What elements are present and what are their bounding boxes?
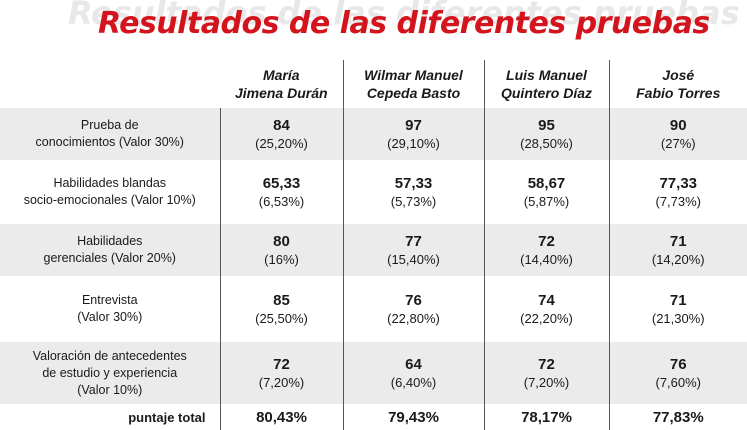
row-label: Entrevista (Valor 30%) [77, 293, 143, 324]
row-label: Habilidades blandas socio-emocionales (Va… [23, 176, 196, 207]
row-label: Prueba de conocimientos (Valor 30%) [0, 108, 220, 160]
total-cell: 78,17% [483, 404, 609, 430]
candidate-header: Luis Manuel Quintero Díaz [484, 60, 610, 108]
header-empty-cell [0, 60, 220, 108]
score-cell: 76 (7,60%) [608, 342, 747, 404]
score-cell: 72 (7,20%) [483, 342, 609, 404]
page-title: Resultados de las diferentes pruebas [98, 6, 710, 41]
total-cell: 77,83% [608, 404, 747, 430]
score-cell: 77,33 (7,73%) [608, 160, 747, 224]
score-cell: 64 (6,40%) [342, 342, 484, 404]
total-cell: 80,43% [219, 404, 343, 430]
score-cell: 76 (22,80%) [342, 276, 484, 342]
score-cell: 57,33 (5,73%) [342, 160, 484, 224]
row-label: Valoración de antecedentes de estudio y e… [0, 342, 220, 404]
results-table: María Jimena Durán Wilmar Manuel Cepeda Ba… [0, 60, 747, 430]
score-cell: 72 (7,20%) [219, 342, 343, 404]
score-cell: 84 (25,20%) [219, 108, 343, 160]
score-cell: 95 (28,50%) [483, 108, 609, 160]
title-shadow: Resultados de las diferentes pruebas [68, 0, 740, 32]
total-row: puntaje total 80,43% 79,43% 78,17% 77,83… [0, 404, 747, 430]
score-cell: 58,67 (5,87%) [483, 160, 609, 224]
candidate-header: Wilmar Manuel Cepeda Basto [343, 60, 485, 108]
table-row: Habilidades gerenciales (Valor 20%) 80 (16… [0, 224, 747, 276]
total-label: puntaje total [128, 409, 206, 425]
score-cell: 97 (29,10%) [342, 108, 484, 160]
header-row: María Jimena Durán Wilmar Manuel Cepeda Ba… [0, 60, 747, 108]
table-row: Valoración de antecedentes de estudio y e… [0, 342, 747, 404]
row-label: Habilidades gerenciales (Valor 20%) [0, 224, 220, 276]
score-cell: 77 (15,40%) [342, 224, 484, 276]
table-row: Prueba de conocimientos (Valor 30%) 84 (25… [0, 108, 747, 160]
score-cell: 72 (14,40%) [483, 224, 609, 276]
score-cell: 85 (25,50%) [219, 276, 343, 342]
score-cell: 80 (16%) [219, 224, 343, 276]
table-row: Entrevista (Valor 30%) 85 (25,50%) 76 (22,8… [0, 276, 747, 342]
score-cell: 65,33 (6,53%) [219, 160, 343, 224]
score-cell: 71 (14,20%) [608, 224, 747, 276]
candidate-header: María Jimena Durán [220, 60, 344, 108]
table-row: Habilidades blandas socio-emocionales (Va… [0, 160, 747, 224]
total-cell: 79,43% [342, 404, 484, 430]
title-area: Resultados de las diferentes pruebas Res… [0, 0, 747, 56]
score-cell: 71 (21,30%) [608, 276, 747, 342]
score-cell: 90 (27%) [608, 108, 747, 160]
candidate-header: José Fabio Torres [636, 67, 721, 101]
score-cell: 74 (22,20%) [483, 276, 609, 342]
